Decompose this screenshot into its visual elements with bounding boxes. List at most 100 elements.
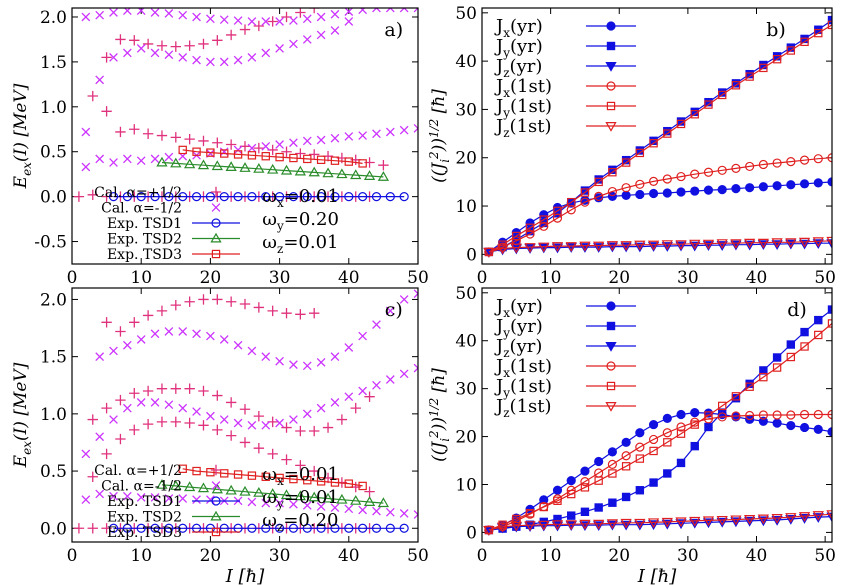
series-a-0-point (198, 135, 209, 147)
series-a-1-point (233, 145, 243, 155)
series-a-3-point (239, 162, 251, 172)
series-c-1-point (275, 418, 284, 428)
series-a-1-point (206, 57, 215, 67)
series-a-0-point (184, 133, 195, 145)
series-b-5-point (524, 243, 536, 253)
series-b-4-point (731, 81, 741, 90)
series-b-0-point (758, 182, 768, 192)
series-b-3-point (594, 191, 604, 201)
series-a-2-point (344, 192, 354, 202)
series-d-3-point (731, 411, 741, 421)
series-c-1-point (109, 346, 118, 356)
series-a-1-point (399, 8, 409, 13)
series-c-4-point (261, 472, 270, 481)
x-tick-label: 20 (608, 268, 630, 288)
series-a-1-point (372, 129, 381, 139)
legend-marker (606, 321, 616, 331)
series-b-1-point (827, 15, 832, 25)
x-tick-label: 40 (746, 546, 768, 566)
series-a-1-point (344, 8, 354, 16)
series-c-1-point (247, 420, 257, 430)
series-c-0-point (267, 448, 278, 460)
series-a-1-point (316, 12, 326, 22)
series-a-1-point (330, 26, 340, 35)
series-b-4-point (676, 119, 686, 129)
series-a-0-point (378, 159, 389, 171)
series-d-0-point (690, 408, 700, 418)
series-c-2-point (316, 523, 326, 533)
series-d-0-point (648, 419, 659, 430)
series-c-0-point (142, 418, 154, 430)
series-c-1-point (206, 411, 215, 421)
y-tick-label: 30 (455, 380, 477, 400)
series-c-4-point (206, 468, 215, 477)
series-d-5-point (524, 521, 536, 532)
series-a-1-point (136, 44, 146, 53)
series-c-1-point (413, 289, 418, 299)
legend-entry-label: Jx(1st) (494, 356, 552, 380)
series-d-0-point (676, 409, 686, 420)
series-d-4-point (704, 411, 713, 420)
series-a-4-point (247, 151, 257, 160)
y-tick-label: 40 (455, 332, 477, 352)
series-c-4-point (275, 473, 284, 483)
series-b-4-point (608, 168, 617, 177)
series-a-1-point (399, 125, 409, 135)
series-c-0-point (101, 317, 112, 328)
y-tick-label: 0 (466, 245, 477, 265)
series-b-3-point (607, 186, 617, 197)
series-b-5-point (716, 239, 728, 250)
series-b-3-point (525, 229, 535, 239)
series-d-3-point (799, 409, 810, 420)
y-tick-label: -0.5 (34, 233, 67, 253)
series-a-1-point (302, 14, 312, 24)
series-a-3-point (170, 157, 182, 168)
series-b-3-point (717, 165, 727, 175)
x-tick-label: 10 (540, 268, 562, 288)
series-d-0-point (827, 427, 832, 437)
series-b-4-point (594, 177, 603, 187)
series-c-4-point (330, 478, 340, 487)
series-a-0-point (156, 130, 168, 141)
series-b-5-point (538, 242, 550, 253)
series-a-3-point (225, 161, 237, 171)
y-tick-label: 0.5 (40, 143, 67, 163)
series-d-4-point (717, 401, 727, 411)
x-axis-label: I [ħ] (225, 566, 265, 585)
series-b-5-point (702, 239, 715, 250)
series-a-2-point (288, 192, 299, 202)
series-d-5-point (661, 517, 673, 528)
series-c-1-point (247, 497, 257, 507)
series-d-0-point (607, 447, 617, 457)
series-d-0-point (580, 466, 590, 476)
series-c-0-point (115, 394, 126, 406)
legend-marker (605, 402, 617, 412)
series-c-1-point (136, 493, 146, 502)
series-d-4-point (621, 462, 631, 471)
series-d-4-line (488, 323, 832, 531)
series-a-0-point (115, 126, 126, 138)
series-d-4-point (553, 496, 562, 505)
series-a-4-point (316, 155, 326, 165)
series-b-3-point (511, 236, 521, 246)
series-b-5-point (730, 239, 742, 250)
series-a-3-point (156, 156, 168, 167)
series-a-1-point (123, 48, 132, 58)
series-a-1-point (81, 162, 91, 172)
series-b-4-point (772, 54, 782, 64)
series-c-0-point (281, 422, 292, 433)
series-a-1-point (344, 132, 354, 141)
series-a-2-point (316, 192, 326, 202)
legend-entry-label: Exp. TSD1 (107, 494, 182, 510)
series-b-3-point (786, 157, 796, 167)
series-c-0-point (225, 430, 237, 441)
series-b-4-point (717, 90, 727, 100)
series-c-0-point (156, 416, 168, 428)
series-a-0-point (156, 40, 168, 51)
series-c-3-point (253, 486, 265, 497)
series-c-0-point (170, 416, 181, 428)
series-c-3-point (197, 482, 210, 493)
x-tick-label: 0 (67, 268, 78, 288)
series-a-1-point (150, 8, 160, 17)
series-a-2-point (205, 192, 215, 202)
